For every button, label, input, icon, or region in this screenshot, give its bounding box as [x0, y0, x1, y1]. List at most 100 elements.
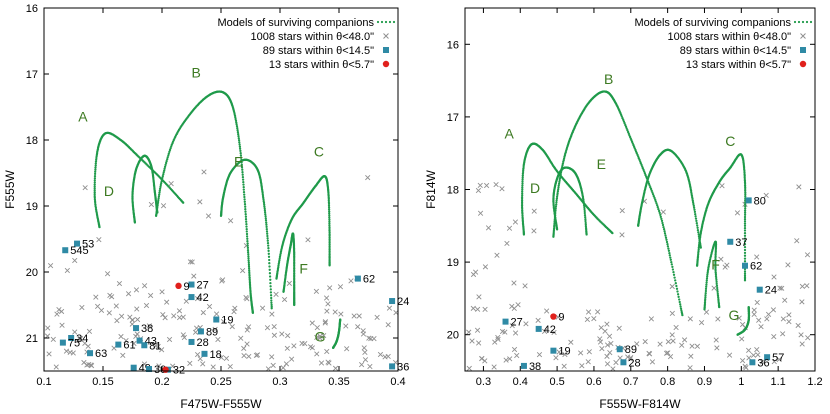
- model-point: [697, 248, 700, 251]
- model-point: [659, 215, 662, 219]
- legend-circle-marker: [799, 60, 807, 68]
- model-point: [266, 237, 269, 240]
- field-star-cross: [770, 307, 777, 313]
- model-point: [248, 278, 251, 281]
- model-point: [246, 248, 250, 252]
- star-89-label: 28: [197, 337, 209, 349]
- legend-label: 1008 stars within θ<48.0": [251, 31, 375, 43]
- field-star-cross: [88, 362, 94, 368]
- legend-label: 89 stars within θ<14.5": [263, 45, 374, 57]
- model-point: [521, 180, 524, 183]
- field-star-cross: [754, 347, 760, 353]
- field-star-cross: [253, 352, 259, 358]
- model-point: [556, 190, 560, 193]
- field-star-cross: [482, 358, 488, 364]
- model-point: [653, 196, 656, 200]
- field-star-cross: [619, 208, 625, 214]
- star-89-marker: [742, 262, 748, 269]
- y-tick-label: 18: [26, 135, 38, 147]
- model-point: [264, 217, 267, 220]
- model-point: [664, 236, 668, 239]
- model-point: [182, 201, 185, 204]
- field-star-cross: [670, 338, 676, 344]
- legend-dot-marker: [384, 20, 388, 24]
- model-point: [267, 247, 270, 250]
- star-89-marker: [115, 341, 122, 348]
- model-point: [235, 121, 238, 124]
- model-point: [693, 210, 697, 214]
- model-point: [694, 215, 697, 218]
- field-star-cross: [141, 361, 148, 367]
- model-track-a: [520, 142, 614, 236]
- field-star-cross: [476, 340, 482, 346]
- y-axis-label: F814W: [424, 169, 438, 208]
- legend: Models of surviving companions 1008 stars…: [217, 17, 396, 71]
- model-point: [93, 187, 96, 190]
- model-point: [697, 251, 700, 255]
- star-89-label: 38: [141, 323, 153, 335]
- model-point: [239, 149, 242, 153]
- field-star-cross: [604, 361, 611, 367]
- field-star-cross: [718, 256, 724, 262]
- model-point: [743, 257, 747, 260]
- model-point: [157, 197, 160, 200]
- model-point: [243, 193, 246, 196]
- field-star-cross: [113, 303, 119, 309]
- model-point: [679, 305, 682, 308]
- field-star-cross: [285, 333, 291, 339]
- model-point: [269, 291, 273, 294]
- star-89-label: 36: [397, 361, 409, 373]
- model-point: [521, 184, 524, 187]
- y-tick-label: 21: [26, 333, 38, 345]
- model-point: [93, 185, 96, 188]
- field-star-cross: [584, 316, 590, 323]
- model-point: [241, 173, 244, 176]
- field-star-cross: [269, 354, 275, 360]
- model-point: [744, 203, 747, 206]
- model-point: [234, 117, 237, 121]
- star-89-marker: [616, 346, 623, 353]
- model-point: [521, 194, 524, 197]
- model-point: [743, 243, 747, 246]
- legend-dot-marker: [809, 20, 813, 24]
- field-star-cross: [522, 283, 528, 289]
- model-point: [94, 166, 97, 169]
- field-star-cross: [325, 301, 331, 307]
- field-star-cross: [734, 210, 741, 216]
- field-star-cross: [687, 365, 693, 371]
- star-89-marker: [389, 298, 396, 305]
- legend-label: 89 stars within θ<14.5": [680, 45, 791, 57]
- legend-circle-marker: [382, 60, 390, 68]
- model-point: [328, 239, 331, 243]
- model-point: [698, 239, 701, 242]
- model-point: [743, 229, 747, 232]
- field-star-cross: [466, 329, 472, 335]
- model-point: [583, 211, 586, 215]
- model-point: [691, 201, 695, 204]
- model-point: [521, 170, 525, 174]
- field-star-cross: [627, 356, 633, 362]
- track-label-g: G: [729, 307, 740, 323]
- star-89-label: 62: [363, 274, 375, 286]
- model-point: [714, 263, 717, 266]
- model-point: [158, 193, 161, 196]
- legend-dot-marker: [793, 20, 797, 24]
- field-star-cross: [385, 322, 391, 328]
- model-point: [663, 232, 667, 235]
- x-tick-label: 0.8: [660, 376, 675, 388]
- model-point: [167, 154, 170, 157]
- field-star-cross: [509, 303, 515, 310]
- star-13-marker: [175, 282, 182, 290]
- legend-cross-marker: [383, 33, 389, 39]
- legend-label: Models of surviving companions: [634, 17, 791, 29]
- model-point: [716, 288, 719, 292]
- model-point: [643, 170, 646, 173]
- field-star-cross: [713, 337, 719, 343]
- model-point: [243, 195, 246, 199]
- field-star-cross: [50, 336, 56, 343]
- model-point: [266, 239, 269, 242]
- star-89-label: 38: [529, 361, 541, 373]
- model-point: [661, 221, 664, 225]
- field-star-cross: [541, 328, 548, 335]
